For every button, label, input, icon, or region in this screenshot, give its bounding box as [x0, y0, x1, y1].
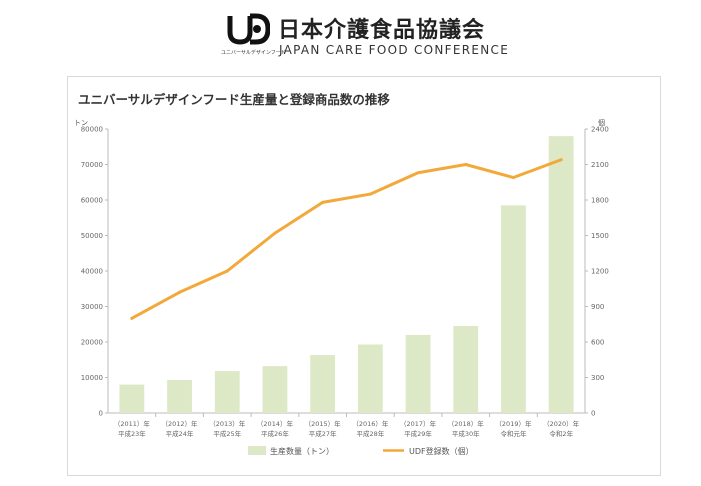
bar-production [119, 384, 145, 413]
x-axis-label-year: （2018）年 [448, 419, 485, 428]
bar-production [548, 136, 574, 413]
point-udf-registrations [559, 158, 563, 162]
brand-header: ユニバーサルデザインフード 日本介護食品協議会 JAPAN CARE FOOD … [0, 0, 701, 66]
x-axis-label-year: （2016）年 [352, 419, 389, 428]
point-udf-registrations [368, 192, 372, 196]
left-axis-tick-label: 40000 [81, 268, 103, 276]
x-axis-label-year: （2020）年 [543, 419, 580, 428]
x-axis-label-year: （2014）年 [257, 419, 294, 428]
right-axis-tick-label: 1200 [591, 268, 609, 276]
organization-name-jp: 日本介護食品協議会 [278, 18, 486, 43]
legend-label-registrations: UDF登録数（個） [409, 446, 474, 456]
right-axis-tick-label: 0 [591, 410, 595, 418]
bar-production [357, 344, 383, 413]
point-udf-registrations [130, 316, 134, 320]
plot-area: 8000070000600005000040000300002000010000… [81, 126, 609, 439]
x-axis-label-year: （2013）年 [209, 419, 246, 428]
point-udf-registrations [321, 200, 325, 204]
right-axis-tick-label: 900 [591, 303, 604, 311]
legend-swatch-production [248, 446, 266, 455]
x-axis-label-year: （2017）年 [400, 419, 437, 428]
left-axis-tick-label: 80000 [81, 126, 103, 134]
point-udf-registrations [178, 290, 182, 294]
chart-card: ユニバーサルデザインフード生産量と登録商品数の推移 トン 個 80000 7000… [67, 76, 661, 476]
x-axis-label-era: 平成26年 [261, 429, 289, 438]
x-axis-label-era: 平成27年 [309, 429, 337, 438]
right-axis-tick-label: 600 [591, 339, 604, 347]
right-axis-tick-label: 1800 [591, 197, 609, 205]
legend-label-production: 生産数量（トン） [270, 446, 334, 456]
x-axis-label-year: （2012）年 [162, 419, 199, 428]
bar-production [310, 355, 336, 413]
chart-title: ユニバーサルデザインフード生産量と登録商品数の推移 [78, 92, 390, 107]
x-axis-label-year: （2019）年 [495, 419, 532, 428]
combo-chart: ユニバーサルデザインフード生産量と登録商品数の推移 トン 個 80000 7000… [74, 92, 609, 456]
left-axis-tick-label: 70000 [81, 161, 103, 169]
point-udf-registrations [464, 163, 468, 166]
left-axis-tick-label: 50000 [81, 232, 103, 240]
left-axis-tick-label: 60000 [81, 197, 103, 205]
x-axis-label-era: 平成25年 [213, 429, 241, 438]
x-axis-label-era: 令和2年 [549, 429, 573, 438]
point-udf-registrations [511, 176, 515, 180]
x-axis-label-era: 平成28年 [356, 429, 384, 438]
x-axis-label-year: （2011）年 [114, 419, 151, 428]
bar-production [167, 379, 192, 413]
bar-production [501, 205, 526, 413]
point-udf-registrations [416, 171, 420, 175]
right-axis-tick-label: 300 [591, 374, 604, 382]
udf-logo-icon [227, 13, 270, 45]
x-axis-label-era: 平成24年 [166, 429, 194, 438]
x-axis-label-era: 令和元年 [500, 429, 527, 438]
right-axis-tick-label: 2400 [591, 126, 609, 134]
bar-production [453, 326, 479, 413]
right-axis-tick-label: 2100 [591, 161, 609, 169]
left-axis-unit: トン [74, 119, 88, 127]
chart-legend: 生産数量（トン） UDF登録数（個） [248, 446, 474, 456]
x-axis-label-era: 平成29年 [404, 429, 432, 438]
right-axis-unit: 個 [598, 118, 605, 127]
logo-subtext: ユニバーサルデザインフード [221, 50, 286, 56]
left-axis-tick-label: 0 [99, 410, 103, 418]
bar-production [405, 334, 431, 413]
line-udf-registrations [130, 158, 563, 320]
left-axis-tick-label: 20000 [81, 339, 103, 347]
left-axis-tick-label: 10000 [81, 374, 103, 382]
x-axis-label-year: （2015）年 [305, 419, 342, 428]
organization-name-en: JAPAN CARE FOOD CONFERENCE [279, 43, 510, 57]
x-axis-label-era: 平成30年 [452, 429, 480, 438]
point-udf-registrations [273, 231, 277, 235]
left-axis-tick-label: 30000 [81, 303, 103, 311]
right-axis-tick-label: 1500 [591, 232, 609, 240]
bar-production [262, 366, 288, 413]
x-axis-label-era: 平成23年 [118, 429, 146, 438]
bar-production [214, 371, 240, 413]
point-udf-registrations [225, 269, 229, 273]
